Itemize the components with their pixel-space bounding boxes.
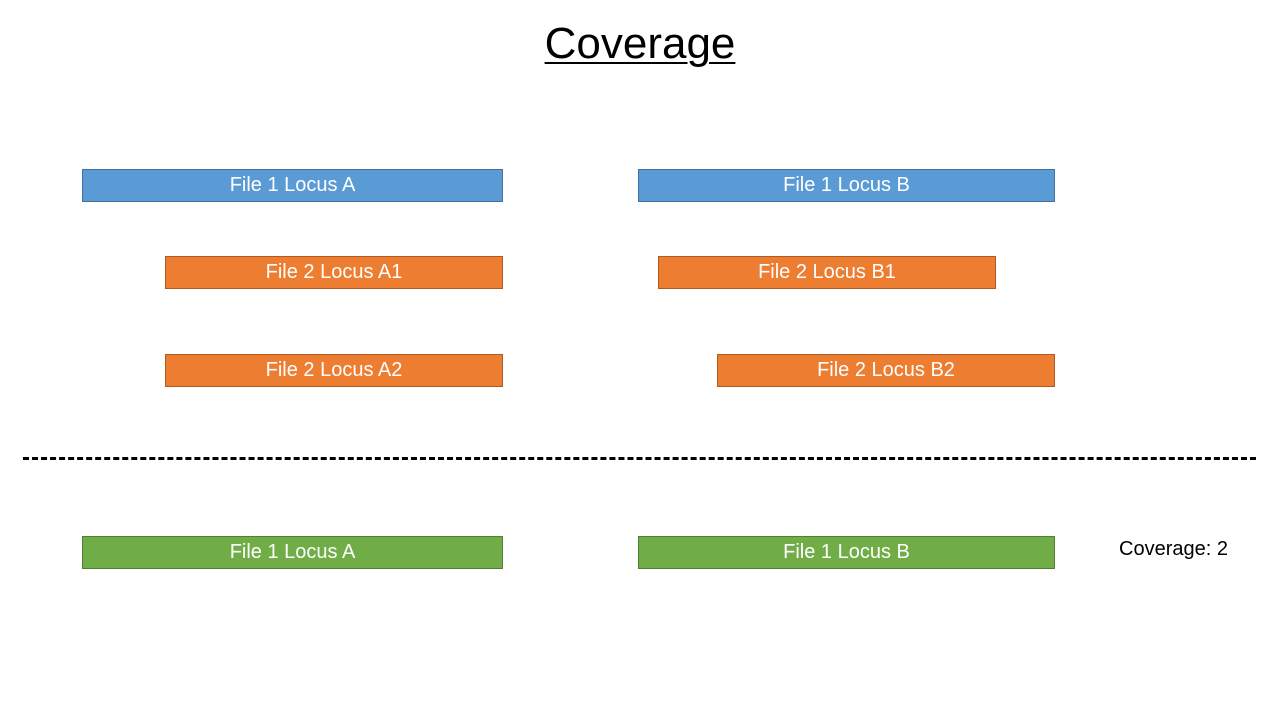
result-locus-a-bar: File 1 Locus A — [82, 536, 503, 569]
file2-locus-a1-bar: File 2 Locus A1 — [165, 256, 503, 289]
result-locus-b-bar: File 1 Locus B — [638, 536, 1055, 569]
file2-locus-a2-bar: File 2 Locus A2 — [165, 354, 503, 387]
file2-locus-b1-bar: File 2 Locus B1 — [658, 256, 996, 289]
coverage-count-label: Coverage: 2 — [1119, 538, 1228, 560]
file1-locus-a-bar: File 1 Locus A — [82, 169, 503, 202]
file1-locus-b-bar: File 1 Locus B — [638, 169, 1055, 202]
page-title: Coverage — [544, 19, 736, 68]
dashed-divider — [23, 457, 1256, 460]
file2-locus-b2-bar: File 2 Locus B2 — [717, 354, 1055, 387]
